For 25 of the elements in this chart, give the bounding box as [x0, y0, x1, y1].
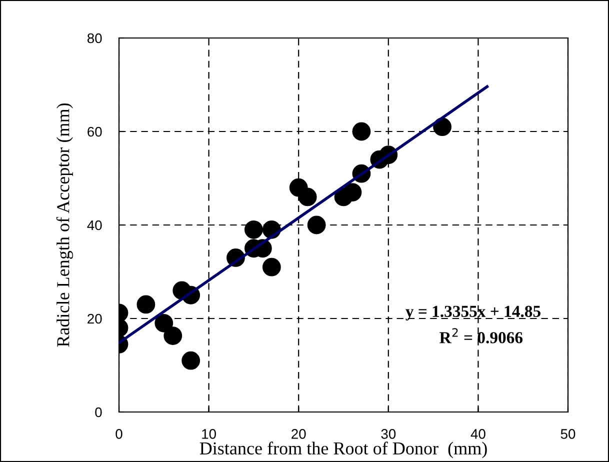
- annotation: y = 1.3355x + 14.85: [406, 306, 540, 320]
- x-axis-title: Distance from the Root of Donor (mm): [200, 442, 487, 458]
- point: [343, 183, 362, 202]
- x-tick-label: 50: [560, 429, 576, 439]
- x-tick-label: 20: [292, 429, 306, 439]
- y-tick-label: 0: [95, 407, 102, 418]
- x-tick-label: 10: [202, 429, 216, 439]
- point: [164, 326, 182, 345]
- x-tick-label: 0: [116, 429, 122, 439]
- point: [298, 188, 317, 206]
- point: [307, 216, 326, 234]
- point: [352, 122, 371, 141]
- point: [136, 295, 156, 314]
- x-tick-label: 30: [381, 429, 396, 439]
- y-tick-label: 60: [88, 126, 102, 137]
- x-tick-label: 40: [470, 429, 486, 439]
- point: [182, 351, 200, 370]
- point: [244, 220, 263, 239]
- point: [154, 314, 174, 332]
- y-axis-title: Radicle Length of Acceptor (mm): [56, 103, 73, 347]
- y-tick-label: 20: [88, 314, 102, 324]
- y-tick-label: 80: [87, 33, 102, 44]
- y-tick-label: 40: [87, 220, 102, 230]
- point: [262, 258, 281, 276]
- annotation: R$^{2}$ = 0.9066: [440, 328, 523, 344]
